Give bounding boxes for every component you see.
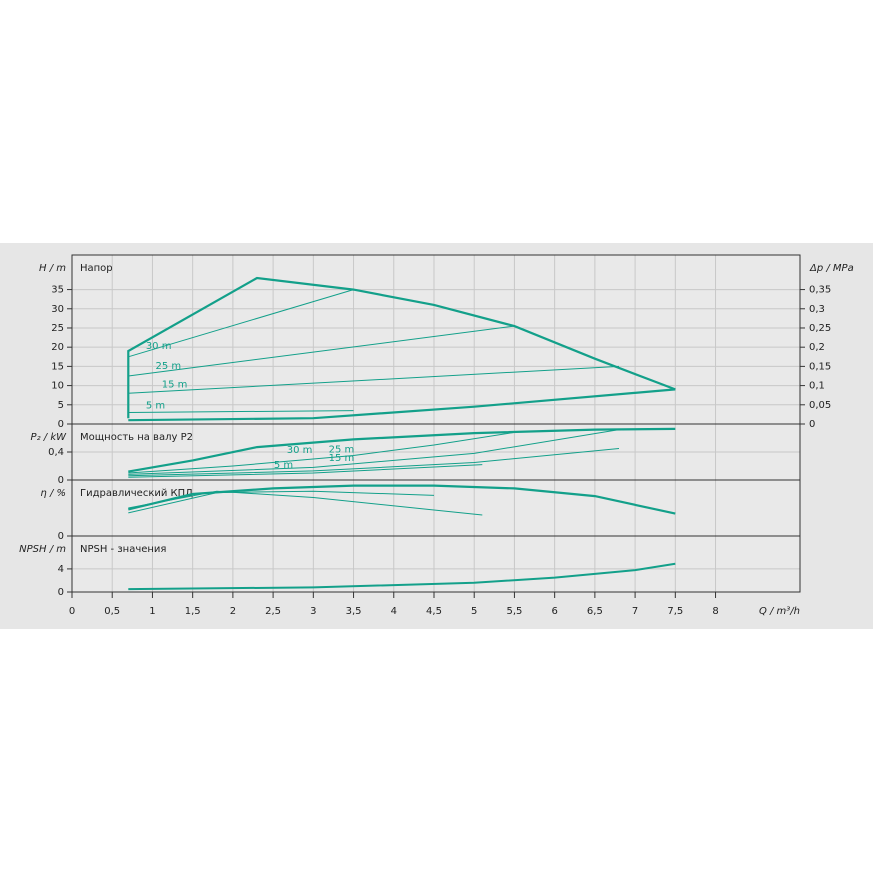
x-tick-label: 2 xyxy=(230,606,236,617)
curve xyxy=(128,410,354,413)
y2-tick-label: 0,35 xyxy=(809,285,831,296)
x-tick-label: 3,5 xyxy=(346,606,362,617)
curve xyxy=(127,276,676,419)
y-axis-label: η / % xyxy=(40,488,66,499)
curve xyxy=(128,289,354,358)
x-tick-label: 5,5 xyxy=(506,606,522,617)
panel-title: Напор xyxy=(80,263,113,274)
series-label: 5 m xyxy=(146,400,165,411)
curve xyxy=(128,464,483,478)
series-label: 30 m xyxy=(146,341,172,352)
y-tick-label: 0 xyxy=(58,419,64,430)
x-tick-label: 5 xyxy=(471,606,477,617)
curve xyxy=(128,448,620,477)
x-tick-label: 3 xyxy=(310,606,316,617)
x-tick-label: 4,5 xyxy=(426,606,442,617)
curve xyxy=(128,365,620,394)
series-label: 25 m xyxy=(155,361,181,372)
series-label: 5 m xyxy=(274,460,293,471)
x-tick-label: 2,5 xyxy=(265,606,281,617)
y-tick-label: 0 xyxy=(58,531,64,542)
y-tick-label: 0 xyxy=(58,587,64,598)
y-tick-label: 25 xyxy=(51,323,64,334)
curve xyxy=(128,429,620,475)
y-tick-label: 10 xyxy=(51,381,64,392)
y-tick-label: 5 xyxy=(58,400,64,411)
series-label: 25 m xyxy=(329,444,355,455)
y-tick-label: 0,4 xyxy=(48,447,64,458)
curve xyxy=(128,388,676,422)
x-tick-label: 6 xyxy=(551,606,557,617)
curve xyxy=(128,562,676,591)
y-axis-label: P₂ / kW xyxy=(31,432,68,443)
x-tick-label: 7 xyxy=(632,606,638,617)
x-tick-label: 0 xyxy=(69,606,75,617)
x-tick-label: 4 xyxy=(391,606,397,617)
y2-tick-label: 0,15 xyxy=(809,361,831,372)
panel-title: Гидравлический КПД xyxy=(80,488,193,499)
panel-title: Мощность на валу P2 xyxy=(80,432,193,443)
y2-tick-label: 0,1 xyxy=(809,381,825,392)
x-axis-label: Q / m³/h xyxy=(759,606,800,617)
panel-title: NPSH - значения xyxy=(80,544,166,555)
x-tick-label: 1 xyxy=(149,606,155,617)
x-tick-label: 8 xyxy=(712,606,718,617)
y2-tick-label: 0,3 xyxy=(809,304,825,315)
curve xyxy=(128,427,676,473)
y2-axis-label: Δp / MPa xyxy=(809,263,854,274)
plot-frame xyxy=(71,254,801,593)
curve xyxy=(128,325,515,377)
x-tick-label: 1,5 xyxy=(185,606,201,617)
y-tick-label: 4 xyxy=(58,564,64,575)
y-tick-label: 15 xyxy=(51,361,64,372)
x-tick-label: 0,5 xyxy=(104,606,120,617)
series-label: 30 m xyxy=(287,445,313,456)
y2-tick-label: 0,25 xyxy=(809,323,831,334)
series-label: 15 m xyxy=(162,380,188,391)
y-tick-label: 35 xyxy=(51,285,64,296)
y-tick-label: 30 xyxy=(51,304,64,315)
y-axis-label: NPSH / m xyxy=(19,544,66,555)
x-tick-label: 6,5 xyxy=(587,606,603,617)
series-label: 15 m xyxy=(329,453,355,464)
y-axis-label: H / m xyxy=(39,263,66,274)
curve xyxy=(128,490,435,514)
y2-tick-label: 0,05 xyxy=(809,400,831,411)
curve xyxy=(128,431,515,474)
y-tick-label: 0 xyxy=(58,475,64,486)
y2-tick-label: 0,2 xyxy=(809,342,825,353)
x-tick-label: 7,5 xyxy=(667,606,683,617)
curve xyxy=(128,490,483,516)
y-tick-label: 20 xyxy=(51,342,64,353)
y2-tick-label: 0 xyxy=(809,419,815,430)
